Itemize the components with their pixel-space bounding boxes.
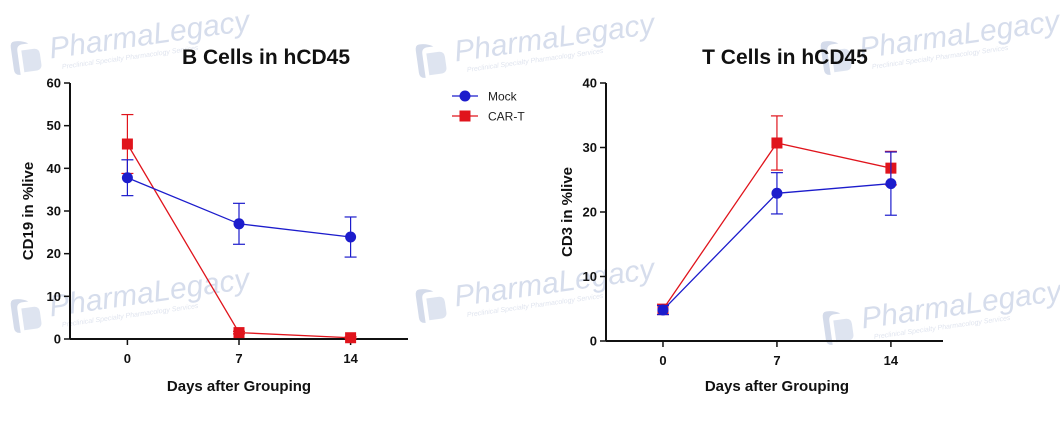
watermark-logo-mark <box>831 48 852 73</box>
y-axis-label: CD19 in %live <box>20 162 37 260</box>
x-tick-label: 14 <box>343 351 358 366</box>
legend: Mock CAR-T <box>452 90 525 124</box>
y-tick-label: 30 <box>583 140 597 155</box>
y-tick-label: 0 <box>54 332 61 347</box>
charts-layer: B Cells in hCD45 0 10 20 30 40 50 60 0 7 14 Days af… <box>20 46 943 395</box>
data-point <box>345 231 357 243</box>
chart-title: B Cells in hCD45 <box>182 46 350 69</box>
y-tick-label: 50 <box>47 118 61 133</box>
x-tick-label: 7 <box>773 353 780 368</box>
chart-b-cells: B Cells in hCD45 0 10 20 30 40 50 60 0 7 14 Days af… <box>20 46 408 395</box>
y-axis-label: CD3 in %live <box>559 167 576 257</box>
watermark-logo-mark <box>415 289 434 323</box>
watermark-logo-mark <box>833 318 854 343</box>
y-tick-label: 0 <box>590 334 597 349</box>
watermark-logo-mark <box>21 306 42 331</box>
watermark-logo-mark <box>426 296 447 321</box>
data-point <box>885 178 897 190</box>
watermark-logo-mark <box>415 44 434 78</box>
watermark-logo-mark <box>822 311 841 345</box>
data-point <box>121 138 133 150</box>
y-tick-label: 30 <box>47 204 61 219</box>
data-point <box>771 137 783 149</box>
series-car-t <box>656 115 897 316</box>
data-point <box>657 304 669 316</box>
legend-marker <box>459 110 471 122</box>
series-mock <box>121 159 357 258</box>
legend-item-car-t: CAR-T <box>452 110 525 124</box>
x-axis-label: Days after Grouping <box>167 378 311 395</box>
legend-label: Mock <box>488 90 518 104</box>
watermark-logo-mark <box>426 51 447 76</box>
legend-item-mock: Mock <box>452 90 518 104</box>
y-tick-label: 20 <box>47 246 61 261</box>
data-point <box>233 327 245 339</box>
x-axis-label: Days after Grouping <box>705 378 849 395</box>
x-tick-label: 14 <box>884 353 899 368</box>
legend-label: CAR-T <box>488 110 525 124</box>
data-point <box>121 172 133 184</box>
data-point <box>345 332 357 344</box>
y-tick-label: 60 <box>47 76 61 91</box>
x-tick-label: 7 <box>235 351 242 366</box>
x-tick-label: 0 <box>124 351 131 366</box>
y-tick-label: 40 <box>583 76 597 91</box>
watermark-logo-mark <box>10 41 29 75</box>
watermark-logo-mark <box>21 48 42 73</box>
y-tick-label: 40 <box>47 161 61 176</box>
y-tick-label: 20 <box>583 205 597 220</box>
y-tick-label: 10 <box>47 289 61 304</box>
data-point <box>233 218 245 230</box>
chart-title: T Cells in hCD45 <box>702 46 868 69</box>
watermark-logo-mark <box>10 299 29 333</box>
watermark-logo-mark <box>820 41 839 75</box>
x-tick-label: 0 <box>659 353 666 368</box>
data-point <box>771 187 783 199</box>
series-mock <box>656 151 897 316</box>
legend-marker <box>459 90 471 102</box>
chart-t-cells: T Cells in hCD45 0 10 20 30 40 0 7 14 Days after … <box>559 46 943 395</box>
y-tick-label: 10 <box>583 269 597 284</box>
